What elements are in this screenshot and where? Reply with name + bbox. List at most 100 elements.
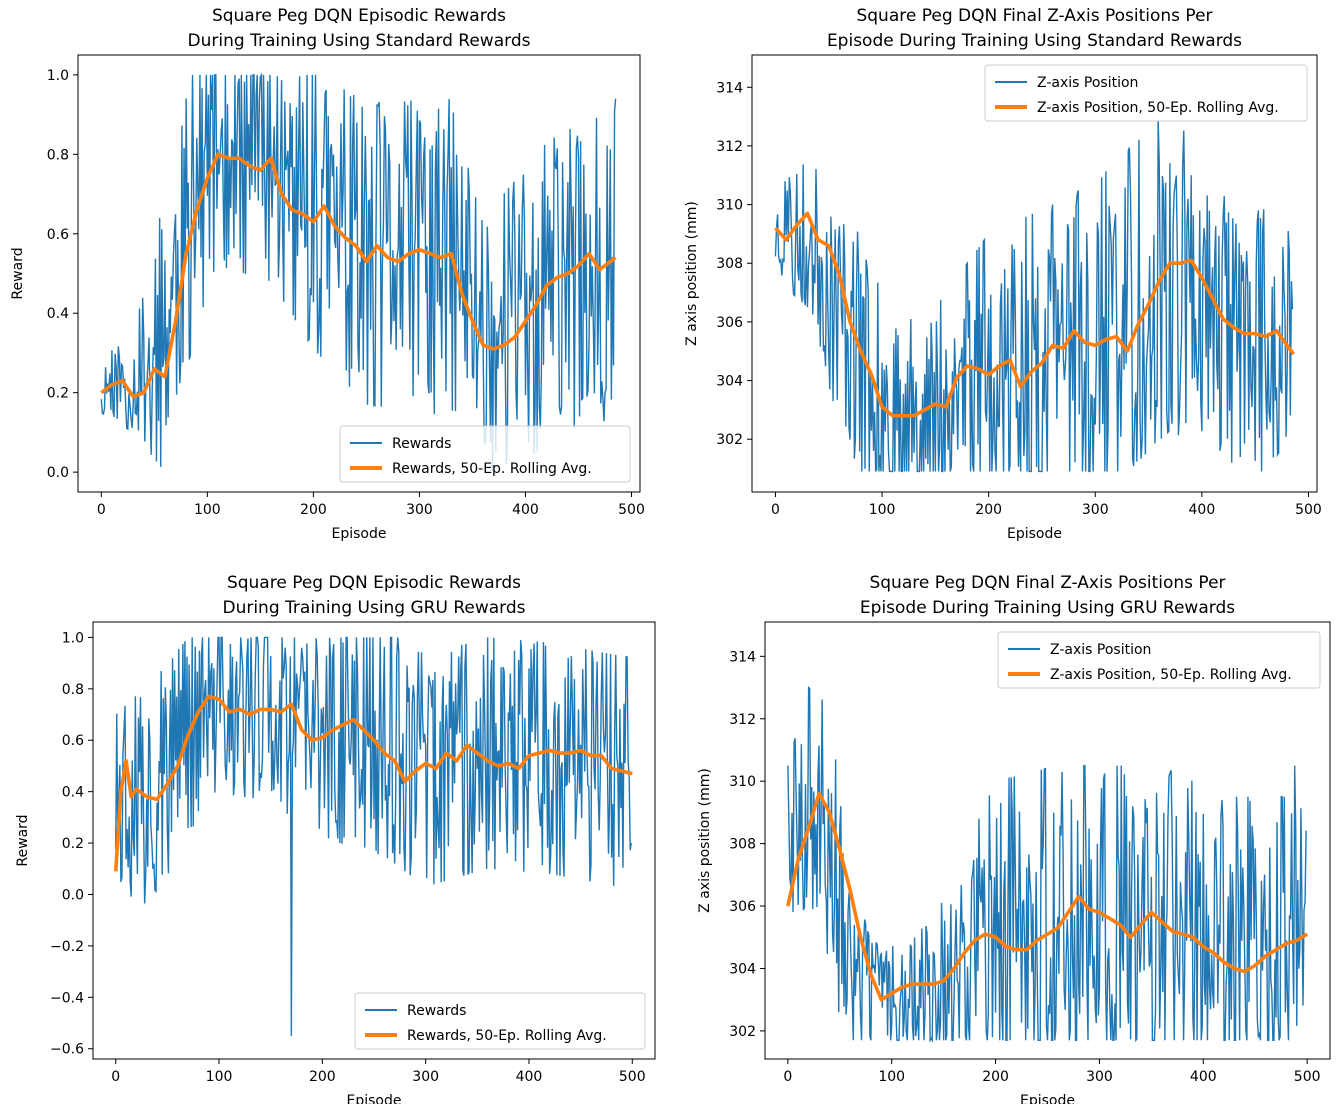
x-tick-label: 200 <box>982 1069 1009 1085</box>
raw-series-line <box>774 119 1294 473</box>
chart-title-line: During Training Using GRU Rewards <box>222 598 525 618</box>
legend-entry: Z-axis Position, 50-Ep. Rolling Avg. <box>1037 100 1279 116</box>
y-tick-label: −0.6 <box>50 1042 84 1058</box>
y-tick-label: 312 <box>729 712 756 728</box>
x-axis-label: Episode <box>347 1093 402 1104</box>
chart-2: Square Peg DQN Final Z-Axis Positions Pe… <box>684 6 1322 542</box>
y-tick-label: 1.0 <box>62 630 84 646</box>
y-axis-label: Z axis position (mm) <box>697 768 713 913</box>
y-tick-label: 0.6 <box>47 227 69 243</box>
legend-entry: Rewards, 50-Ep. Rolling Avg. <box>407 1028 607 1044</box>
legend: Z-axis Position Z-axis Position, 50-Ep. R… <box>997 631 1321 689</box>
x-axis-label: Episode <box>332 526 387 542</box>
rolling-avg-line <box>100 152 617 399</box>
legend: Z-axis Position Z-axis Position, 50-Ep. R… <box>984 64 1308 122</box>
x-tick-label: 100 <box>206 1069 233 1085</box>
y-tick-label: 302 <box>716 432 743 448</box>
x-tick-label: 300 <box>1082 502 1109 518</box>
chart-title-line: Square Peg DQN Final Z-Axis Positions Pe… <box>869 573 1225 593</box>
raw-series-line <box>787 686 1307 1043</box>
y-tick-label: 314 <box>716 80 743 96</box>
x-tick-label: 300 <box>412 1069 439 1085</box>
y-axis-label: Reward <box>15 814 31 866</box>
rolling-avg-line <box>113 694 633 872</box>
y-tick-label: 0.8 <box>47 147 69 163</box>
rolling-avg-line <box>786 791 1309 1002</box>
legend-box <box>984 64 1308 122</box>
y-tick-label: 306 <box>729 899 756 915</box>
x-tick-label: 0 <box>783 1069 792 1085</box>
chart-3: Square Peg DQN Episodic Rewards During Tr… <box>15 573 656 1108</box>
y-tick-label: 312 <box>716 139 743 155</box>
y-axis-label: Reward <box>10 247 26 299</box>
legend: Rewards Rewards, 50-Ep. Rolling Avg. <box>354 992 646 1050</box>
chart-title-line: During Training Using Standard Rewards <box>188 31 531 51</box>
axes-frame <box>77 54 641 493</box>
y-tick-label: 308 <box>729 837 756 853</box>
x-tick-label: 100 <box>194 502 221 518</box>
legend-entry: Z-axis Position <box>1037 75 1138 91</box>
y-tick-label: 306 <box>716 315 743 331</box>
y-tick-label: 0.8 <box>62 682 84 698</box>
y-tick-label: 0.4 <box>47 306 69 322</box>
x-tick-label: 500 <box>1294 1069 1321 1085</box>
x-tick-label: 0 <box>111 1069 120 1085</box>
x-axis-label: Episode <box>1020 1093 1075 1104</box>
x-tick-label: 0 <box>771 502 780 518</box>
legend-entry: Rewards <box>392 436 451 452</box>
y-tick-label: 0.2 <box>62 836 84 852</box>
y-tick-label: 304 <box>716 374 743 390</box>
x-tick-label: 500 <box>1295 502 1322 518</box>
raw-series-line <box>100 72 617 472</box>
axes-frame <box>751 54 1318 493</box>
y-tick-label: 0.2 <box>47 386 69 402</box>
y-tick-label: 310 <box>716 198 743 214</box>
legend-entry: Z-axis Position, 50-Ep. Rolling Avg. <box>1050 667 1292 683</box>
y-tick-label: 304 <box>729 961 756 977</box>
chart-4: Square Peg DQN Final Z-Axis Positions Pe… <box>697 573 1331 1108</box>
legend-entry: Z-axis Position <box>1050 642 1151 658</box>
raw-series-line <box>115 636 632 1036</box>
axes-frame <box>764 621 1331 1060</box>
legend-box <box>339 425 631 483</box>
x-tick-label: 400 <box>1190 1069 1217 1085</box>
x-tick-label: 200 <box>300 502 327 518</box>
x-tick-label: 400 <box>512 502 539 518</box>
chart-title-line: Episode During Training Using Standard R… <box>827 31 1242 51</box>
chart-title-line: Episode During Training Using GRU Reward… <box>860 598 1235 618</box>
chart-title-line: Square Peg DQN Final Z-Axis Positions Pe… <box>856 6 1212 26</box>
axes-frame <box>92 621 656 1060</box>
x-tick-label: 500 <box>618 502 645 518</box>
x-tick-label: 200 <box>975 502 1002 518</box>
y-tick-label: 0.6 <box>62 733 84 749</box>
x-axis-label: Episode <box>1007 526 1062 542</box>
x-tick-label: 300 <box>1086 1069 1113 1085</box>
y-tick-label: 0.0 <box>47 465 69 481</box>
y-tick-label: 0.0 <box>62 887 84 903</box>
chart-title-line: Square Peg DQN Episodic Rewards <box>227 573 521 593</box>
legend: Rewards Rewards, 50-Ep. Rolling Avg. <box>339 425 631 483</box>
y-tick-label: 1.0 <box>47 68 69 84</box>
y-tick-label: −0.4 <box>50 990 84 1006</box>
x-tick-label: 500 <box>619 1069 646 1085</box>
x-tick-label: 100 <box>878 1069 905 1085</box>
y-tick-label: 302 <box>729 1024 756 1040</box>
x-tick-label: 400 <box>516 1069 543 1085</box>
legend-box <box>354 992 646 1050</box>
y-tick-label: 310 <box>729 774 756 790</box>
legend-entry: Rewards, 50-Ep. Rolling Avg. <box>392 461 592 477</box>
legend-box <box>997 631 1321 689</box>
rolling-avg-line <box>774 211 1296 418</box>
x-tick-label: 200 <box>309 1069 336 1085</box>
x-tick-label: 0 <box>97 502 106 518</box>
x-tick-label: 100 <box>869 502 896 518</box>
chart-title-line: Square Peg DQN Episodic Rewards <box>212 6 506 26</box>
y-tick-label: 0.4 <box>62 785 84 801</box>
x-tick-label: 400 <box>1189 502 1216 518</box>
y-tick-label: 308 <box>716 256 743 272</box>
legend-entry: Rewards <box>407 1003 466 1019</box>
y-axis-label: Z axis position (mm) <box>684 201 700 346</box>
y-tick-label: 314 <box>729 649 756 665</box>
